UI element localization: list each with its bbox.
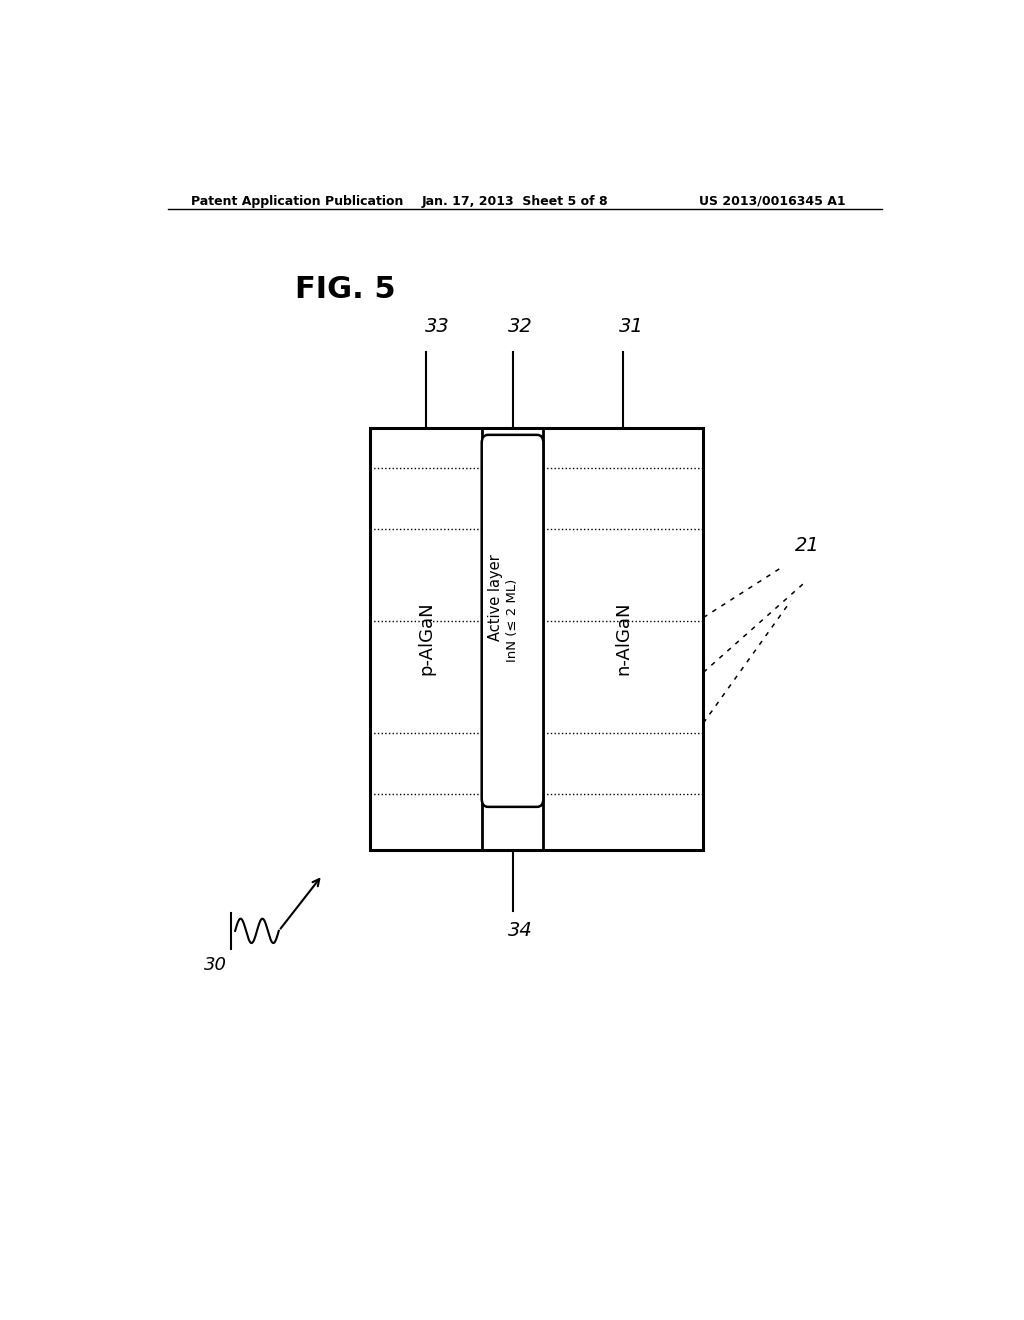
Text: InN (≤ 2 ML): InN (≤ 2 ML) <box>506 579 519 663</box>
Text: p-AlGaN: p-AlGaN <box>417 602 435 676</box>
Text: 30: 30 <box>204 956 226 974</box>
Text: Jan. 17, 2013  Sheet 5 of 8: Jan. 17, 2013 Sheet 5 of 8 <box>422 195 608 209</box>
Text: FIG. 5: FIG. 5 <box>295 276 395 305</box>
Text: n-AlGaN: n-AlGaN <box>614 602 633 676</box>
Bar <box>370 428 703 850</box>
Text: 32: 32 <box>508 317 532 337</box>
FancyBboxPatch shape <box>481 434 544 807</box>
Text: 33: 33 <box>425 317 451 337</box>
Text: Active layer: Active layer <box>487 554 503 642</box>
Text: 21: 21 <box>795 536 819 556</box>
Text: 31: 31 <box>618 317 644 337</box>
Text: Patent Application Publication: Patent Application Publication <box>191 195 403 209</box>
Text: 34: 34 <box>508 921 532 940</box>
Text: US 2013/0016345 A1: US 2013/0016345 A1 <box>699 195 846 209</box>
